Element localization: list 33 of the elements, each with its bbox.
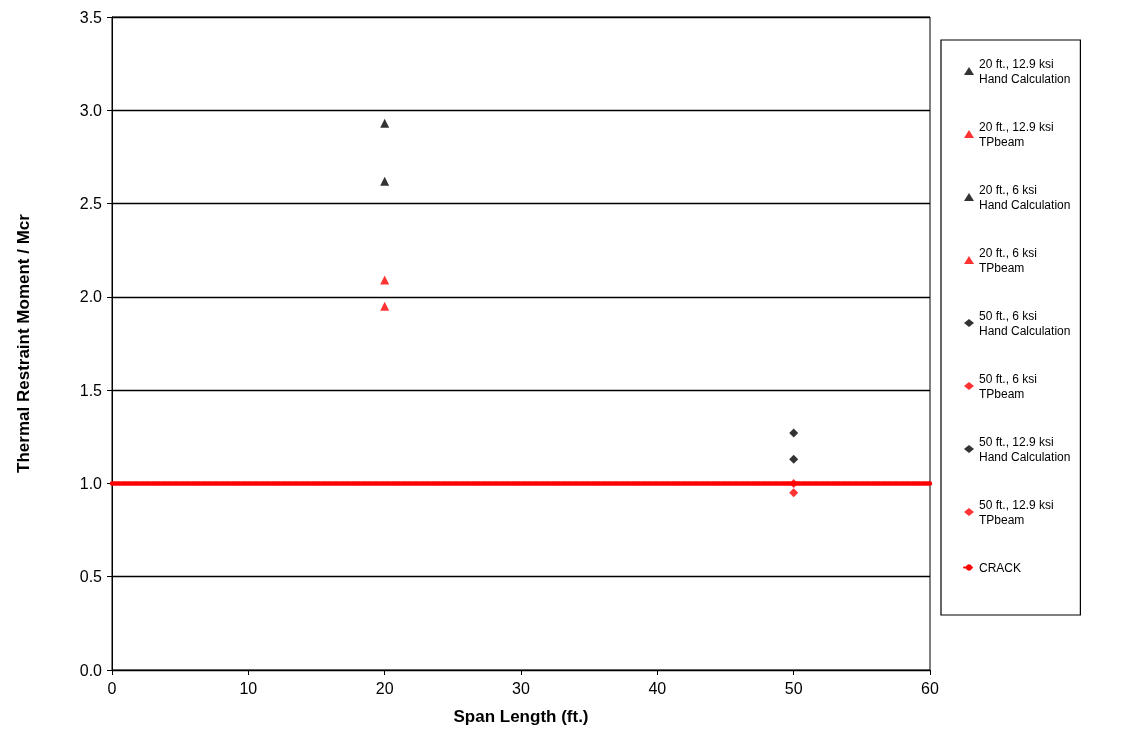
x-tick-label: 30 (512, 679, 530, 697)
y-tick-label: 1.0 (79, 474, 103, 492)
point (789, 488, 799, 498)
y-tick-label: 0.5 (79, 568, 103, 586)
y-tick-label: 2.5 (79, 195, 103, 213)
x-tick-label: 10 (239, 679, 258, 697)
legend-label: CRACK (979, 560, 1022, 575)
point (380, 118, 390, 128)
x-axis-title: Span Length (ft.) (453, 707, 589, 726)
legend-label: 20 ft., 6 ksi TPbeam (979, 245, 1038, 275)
legend-label: 20 ft., 6 ksi Hand Calculation (979, 182, 1071, 212)
point (380, 275, 390, 285)
point (380, 176, 390, 186)
legend-label: 50 ft., 6 ksi TPbeam (979, 371, 1038, 401)
point (789, 454, 799, 464)
y-axis-title: Thermal Restraint Moment / Mcr (14, 213, 33, 473)
x-tick-label: 60 (921, 679, 939, 697)
x-tick-label: 40 (648, 679, 667, 697)
x-tick-label: 50 (784, 679, 803, 697)
y-tick-label: 3.0 (79, 101, 103, 119)
legend-label: 50 ft., 6 ksi Hand Calculation (979, 308, 1071, 338)
y-tick-label: 1.5 (79, 381, 103, 399)
x-tick-label: 20 (375, 679, 394, 697)
legend-label: 20 ft., 12.9 ksi TPbeam (979, 119, 1054, 149)
y-tick-label: 3.5 (79, 8, 103, 26)
y-tick-label: 0.0 (79, 661, 103, 679)
y-tick-label: 2.0 (79, 288, 103, 306)
legend-label: 20 ft., 12.9 ksi Hand Calculation (979, 56, 1071, 86)
point (789, 428, 799, 438)
legend-label: 50 ft., 12.9 ksi Hand Calculation (979, 434, 1071, 464)
legend-label: 50 ft., 12.9 ksi TPbeam (979, 497, 1054, 527)
x-tick-label: 0 (107, 679, 117, 697)
point (380, 301, 390, 311)
